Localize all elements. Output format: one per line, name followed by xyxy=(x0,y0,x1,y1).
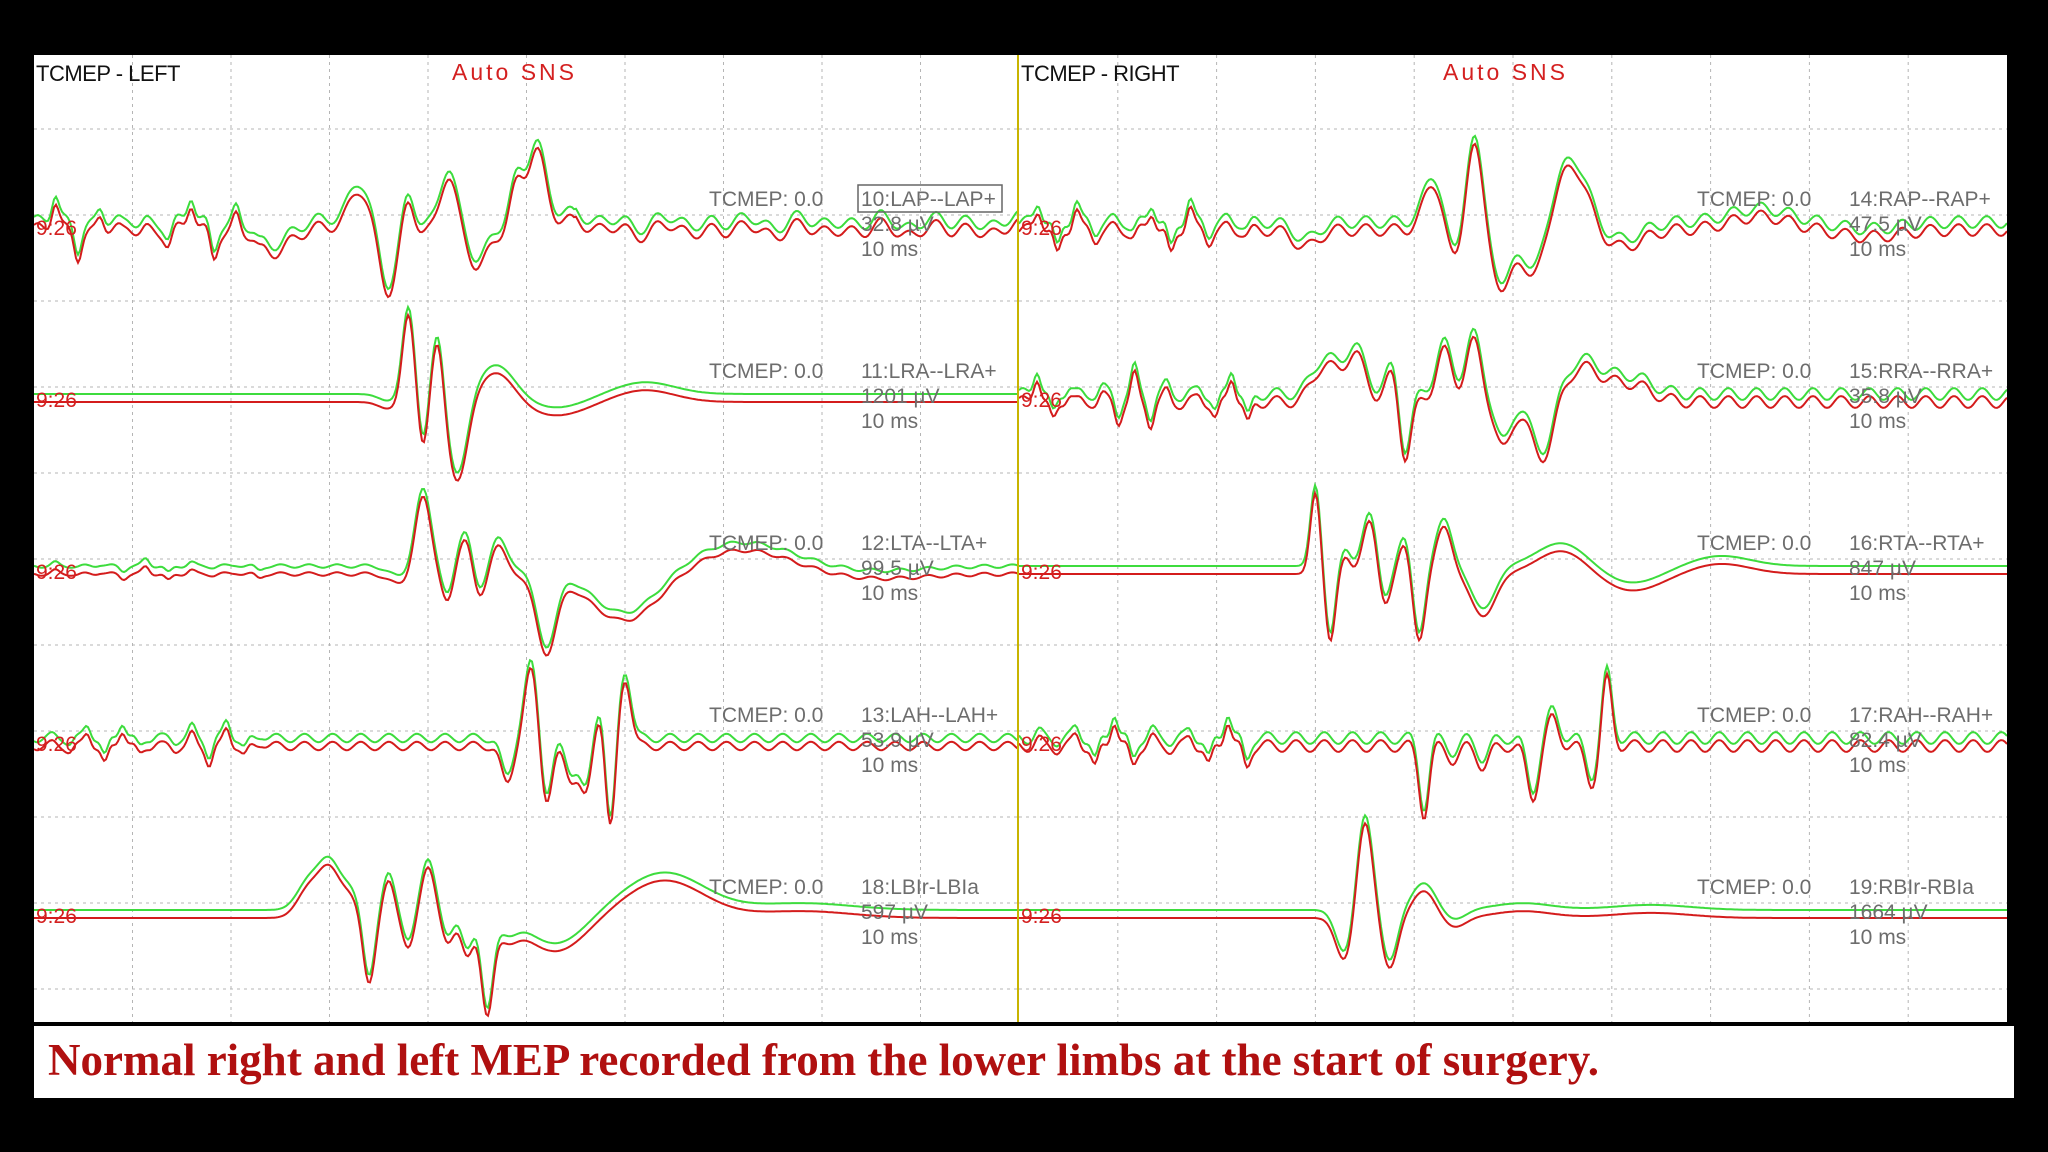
channel-name-label: 14:RAP--RAP+ xyxy=(1849,188,1991,211)
channel-name-label: 16:RTA--RTA+ xyxy=(1849,532,1985,555)
trace-upper-0 xyxy=(34,138,1019,291)
timebase-label: 10 ms xyxy=(1849,410,1906,433)
trace-lower-0 xyxy=(34,146,1019,299)
trace-lower-2 xyxy=(1019,489,2007,643)
channel-name-label: 15:RRA--RRA+ xyxy=(1849,360,1993,383)
timebase-label: 10 ms xyxy=(1849,238,1906,261)
trace-upper-2 xyxy=(34,487,1019,649)
left-waveform-panel: 9:26 TCMEP: 0.0 10:LAP--LAP+ 32.8 µV 10 ms 9:… xyxy=(34,55,1019,1022)
trace-upper-2 xyxy=(1019,481,2007,635)
timebase-label: 10 ms xyxy=(1849,926,1906,949)
timestamp-label: 9:26 xyxy=(1021,733,1062,756)
trace-lower-0 xyxy=(1019,142,2007,293)
amplitude-label: 82.4 µV xyxy=(1849,729,1922,752)
timestamp-label: 9:26 xyxy=(36,217,77,240)
trace-lower-3 xyxy=(34,666,1019,825)
amplitude-label: 1201 µV xyxy=(861,385,940,408)
channel-name-label: 12:LTA--LTA+ xyxy=(861,532,987,555)
panel-divider xyxy=(1017,55,1019,1022)
trace-lower-4 xyxy=(34,863,1018,1018)
trace-lower-3 xyxy=(1019,670,2007,820)
timestamp-label: 9:26 xyxy=(36,905,77,928)
right-waveform-panel: 9:26 TCMEP: 0.0 14:RAP--RAP+ 47.5 µV 10 ms 9:… xyxy=(1019,55,2007,1022)
amplitude-label: 1664 µV xyxy=(1849,901,1928,924)
trigger-label: TCMEP: 0.0 xyxy=(1697,532,1811,555)
channel-name-label: 19:RBIr-RBIa xyxy=(1849,876,1974,899)
timebase-label: 10 ms xyxy=(861,926,918,949)
trace-lower-1 xyxy=(34,312,1018,482)
trace-upper-0 xyxy=(1019,134,2007,285)
trace-upper-3 xyxy=(1019,662,2007,812)
timebase-label: 10 ms xyxy=(861,754,918,777)
trigger-label: TCMEP: 0.0 xyxy=(1697,876,1811,899)
trigger-label: TCMEP: 0.0 xyxy=(1697,188,1811,211)
trace-lower-1 xyxy=(1019,335,2007,464)
selected-channel-box xyxy=(857,184,1003,213)
trigger-label: TCMEP: 0.0 xyxy=(1697,704,1811,727)
timebase-label: 10 ms xyxy=(861,238,918,261)
timestamp-label: 9:26 xyxy=(36,389,77,412)
trace-lower-2 xyxy=(34,495,1019,657)
channel-name-label: 18:LBIr-LBIa xyxy=(861,876,979,899)
timestamp-label: 9:26 xyxy=(1021,561,1062,584)
timebase-label: 10 ms xyxy=(861,410,918,433)
trigger-label: TCMEP: 0.0 xyxy=(709,188,823,211)
trigger-label: TCMEP: 0.0 xyxy=(709,532,823,555)
timestamp-label: 9:26 xyxy=(1021,389,1062,412)
right-panel-title: TCMEP - RIGHT xyxy=(1021,61,1180,86)
trace-upper-1 xyxy=(34,304,1018,474)
amplitude-label: 597 µV xyxy=(861,901,928,924)
timebase-label: 10 ms xyxy=(1849,582,1906,605)
amplitude-label: 847 µV xyxy=(1849,557,1916,580)
caption-bar: Normal right and left MEP recorded from … xyxy=(34,1026,2014,1098)
amplitude-label: 35.8 µV xyxy=(1849,385,1922,408)
left-mode-label: Auto SNS xyxy=(452,59,577,85)
trigger-label: TCMEP: 0.0 xyxy=(1697,360,1811,383)
trigger-label: TCMEP: 0.0 xyxy=(709,704,823,727)
amplitude-label: 53.9 µV xyxy=(861,729,934,752)
channel-name-label: 10:LAP--LAP+ xyxy=(861,188,996,211)
channel-name-label: 11:LRA--LRA+ xyxy=(861,360,997,383)
amplitude-label: 32.8 µV xyxy=(861,213,934,236)
amplitude-label: 99.5 µV xyxy=(861,557,934,580)
left-panel-title: TCMEP - LEFT xyxy=(36,61,180,86)
trace-upper-4 xyxy=(34,855,1018,1010)
trigger-label: TCMEP: 0.0 xyxy=(709,360,823,383)
timestamp-label: 9:26 xyxy=(1021,905,1062,928)
grid xyxy=(1019,55,2007,1022)
right-mode-label: Auto SNS xyxy=(1443,59,1568,85)
trace-lower-4 xyxy=(1019,821,2007,969)
amplitude-label: 47.5 µV xyxy=(1849,213,1922,236)
trace-upper-3 xyxy=(34,658,1019,817)
timebase-label: 10 ms xyxy=(1849,754,1906,777)
trace-upper-1 xyxy=(1019,327,2007,456)
channel-name-label: 13:LAH--LAH+ xyxy=(861,704,998,727)
trace-upper-4 xyxy=(1019,813,2007,961)
timestamp-label: 9:26 xyxy=(36,733,77,756)
channel-name-label: 17:RAH--RAH+ xyxy=(1849,704,1993,727)
timebase-label: 10 ms xyxy=(861,582,918,605)
timestamp-label: 9:26 xyxy=(1021,217,1062,240)
timestamp-label: 9:26 xyxy=(36,561,77,584)
caption-text: Normal right and left MEP recorded from … xyxy=(48,1035,1599,1085)
trigger-label: TCMEP: 0.0 xyxy=(709,876,823,899)
